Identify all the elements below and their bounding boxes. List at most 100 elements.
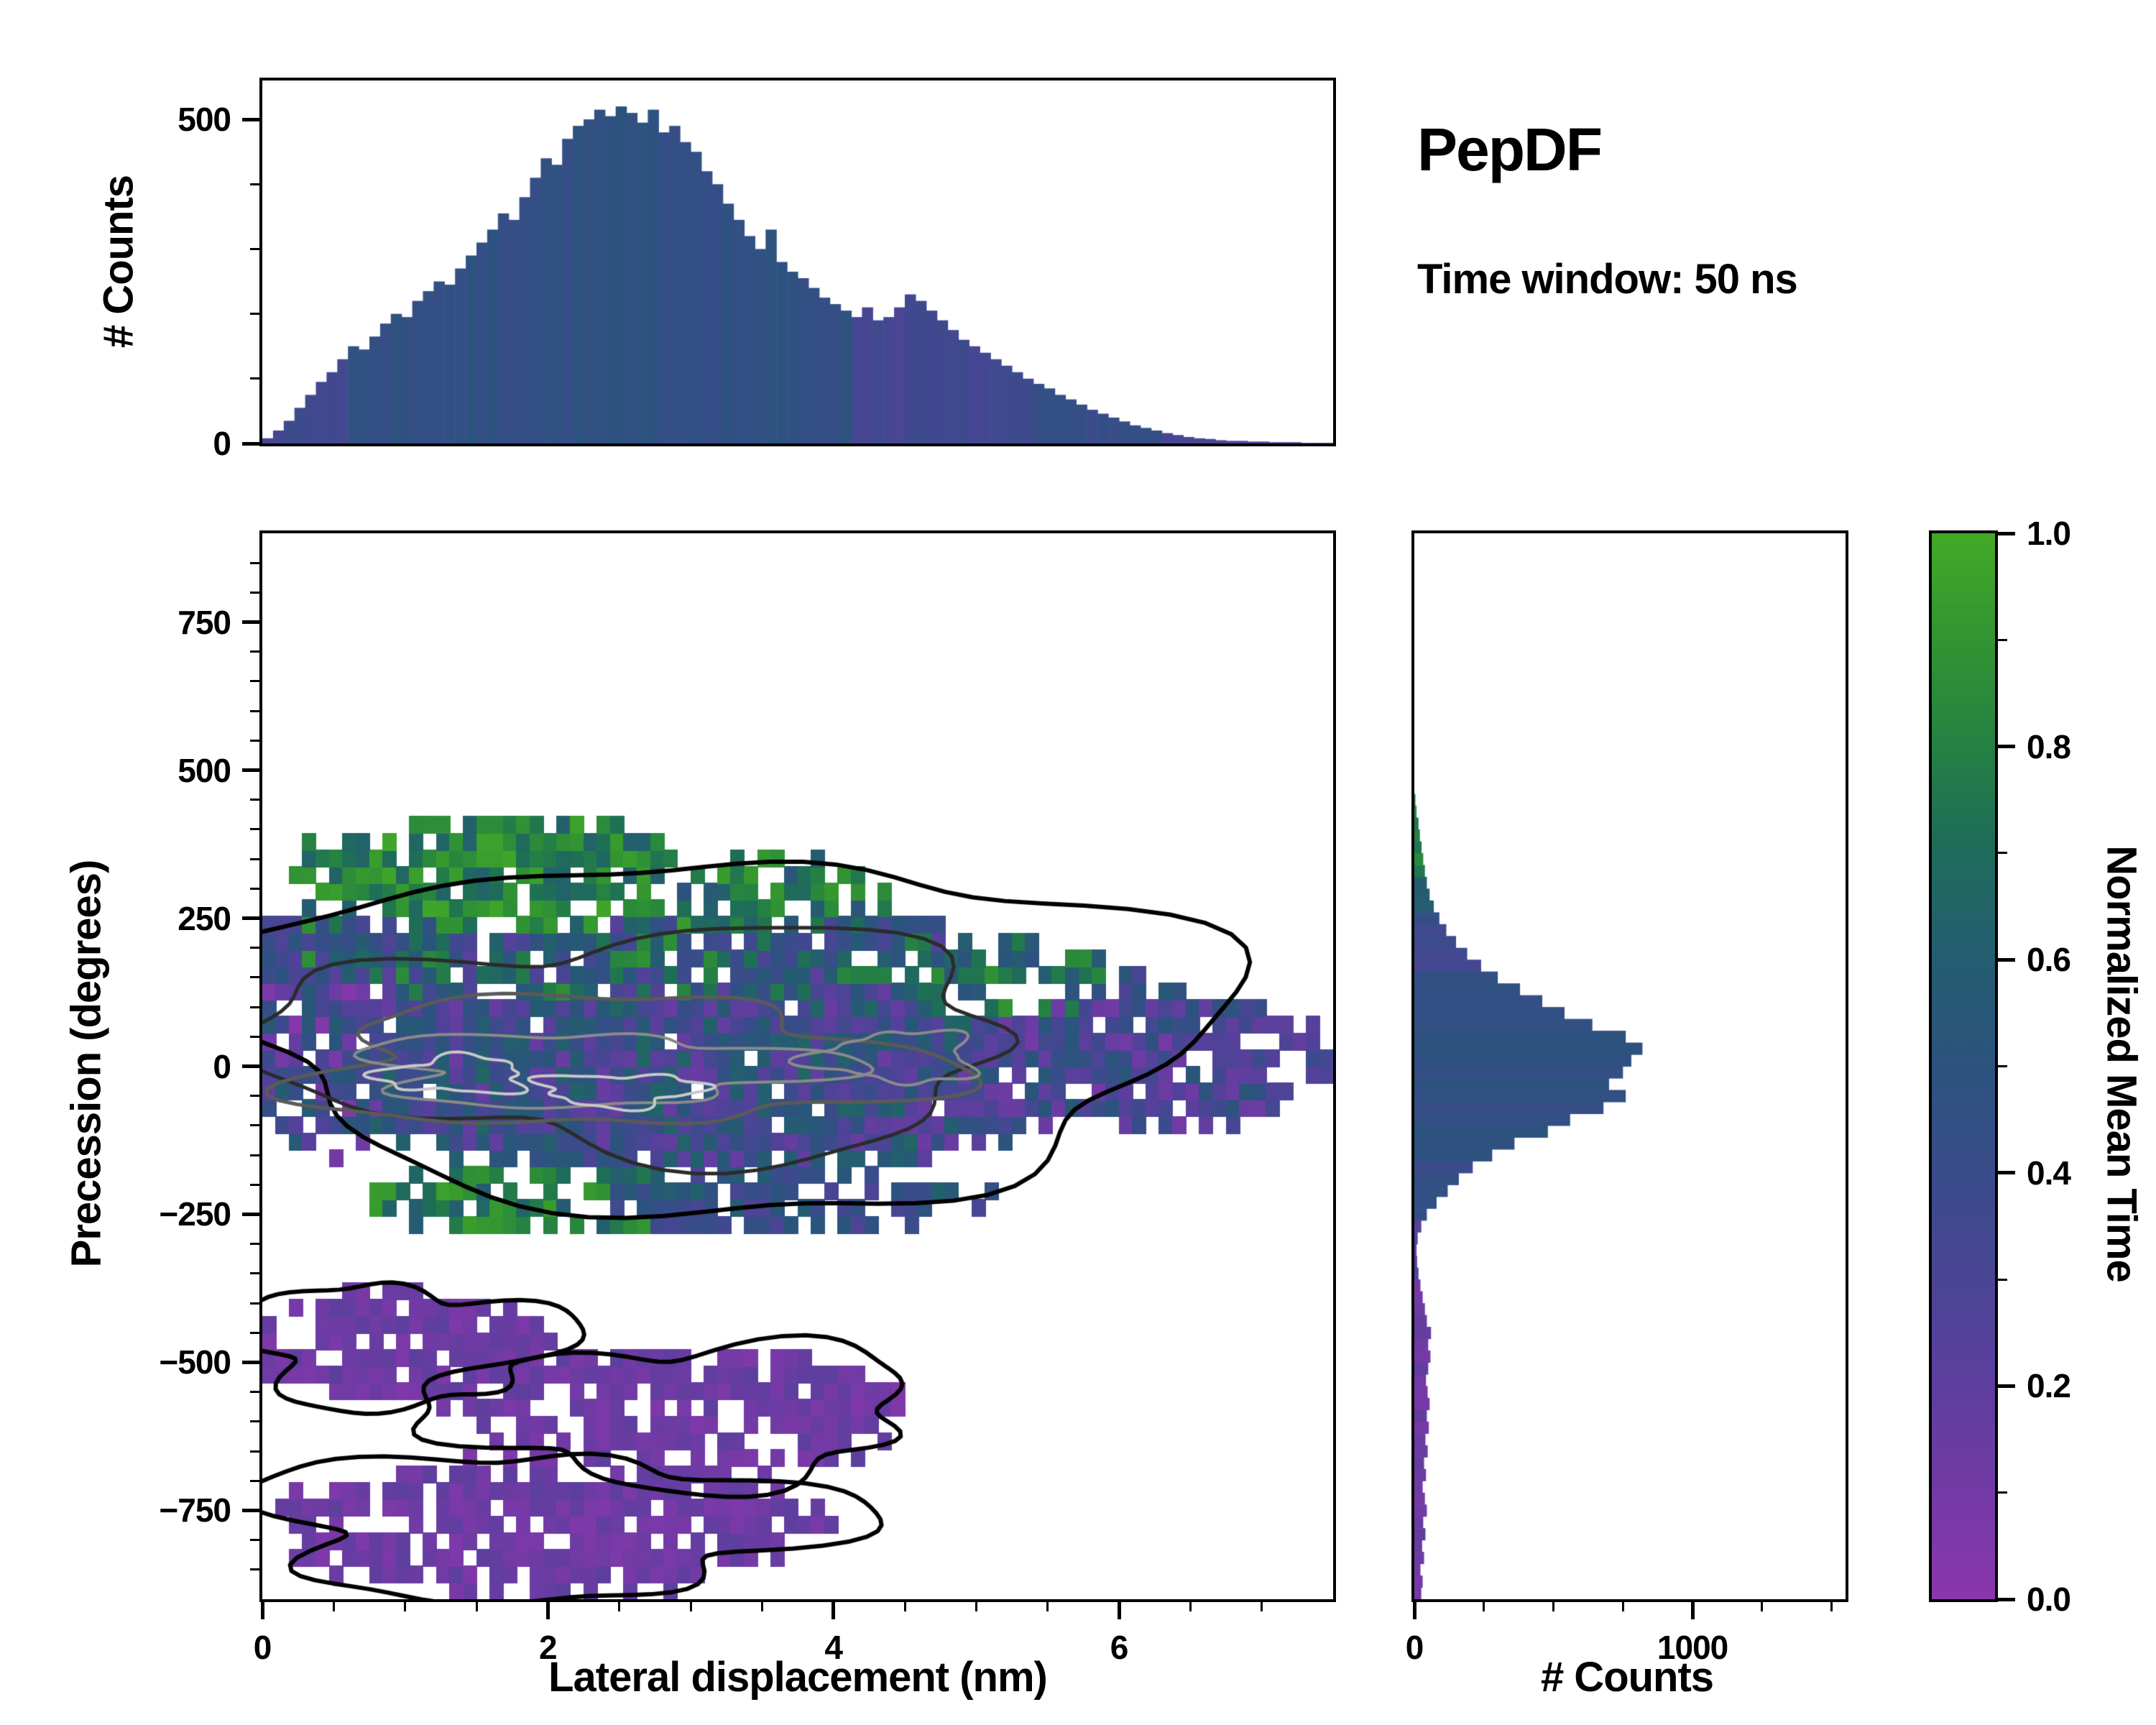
tick-mark: [1761, 1602, 1764, 1611]
tick-label: 250: [178, 899, 231, 937]
tick-mark: [689, 1602, 692, 1611]
tick-label: 1.0: [2027, 515, 2071, 552]
main-xlabel: Lateral displacement (nm): [548, 1654, 1048, 1701]
tick-label: 0: [213, 425, 231, 462]
tick-mark: [250, 1302, 259, 1305]
colorbar-panel: [1929, 530, 1998, 1602]
plot-title: PepDF: [1417, 116, 1603, 183]
tick-mark: [1998, 852, 2007, 855]
tick-mark: [242, 916, 259, 921]
tick-mark: [903, 1602, 906, 1611]
tick-mark: [1552, 1602, 1555, 1611]
tick-mark: [242, 1508, 259, 1512]
tick-mark: [250, 857, 259, 860]
tick-mark: [1998, 638, 2007, 641]
tick-mark: [250, 313, 259, 316]
tick-mark: [250, 1450, 259, 1453]
heatmap-canvas: [262, 533, 1333, 1599]
tick-mark: [332, 1602, 335, 1611]
tick-mark: [250, 739, 259, 742]
tick-label: 6: [1110, 1629, 1129, 1666]
tick-mark: [242, 768, 259, 773]
tick-mark: [250, 1331, 259, 1334]
tick-mark: [404, 1602, 407, 1611]
tick-mark: [250, 1095, 259, 1098]
tick-mark: [242, 441, 259, 446]
tick-label: 0: [213, 1047, 231, 1085]
plot-subtitle: Time window: 50 ns: [1417, 256, 1798, 303]
tick-label: 0: [253, 1629, 272, 1666]
tick-mark: [1998, 1278, 2007, 1281]
tick-mark: [1117, 1602, 1121, 1619]
tick-mark: [975, 1602, 977, 1611]
tick-mark: [250, 1035, 259, 1038]
colorbar-label: Normalized Mean Time: [2098, 845, 2145, 1282]
main-ylabel: Precession (degrees): [63, 860, 110, 1268]
tick-mark: [475, 1602, 478, 1611]
tick-mark: [1621, 1602, 1624, 1611]
right-histogram-canvas: [1414, 533, 1846, 1599]
tick-mark: [1261, 1602, 1263, 1611]
tick-mark: [618, 1602, 621, 1611]
top-ylabel: # Counts: [95, 175, 142, 349]
tick-mark: [250, 1124, 259, 1127]
tick-mark: [250, 947, 259, 949]
tick-mark: [1189, 1602, 1192, 1611]
tick-mark: [250, 1391, 259, 1394]
tick-label: 750: [178, 603, 231, 641]
tick-mark: [1998, 1491, 2007, 1494]
tick-mark: [1998, 1384, 2015, 1388]
tick-mark: [250, 561, 259, 564]
tick-mark: [250, 1568, 259, 1571]
tick-mark: [250, 183, 259, 185]
heatmap-panel: [259, 530, 1336, 1602]
tick-mark: [250, 1006, 259, 1008]
tick-mark: [250, 247, 259, 250]
tick-mark: [242, 117, 259, 121]
tick-label: 500: [178, 101, 231, 139]
right-xlabel: # Counts: [1540, 1654, 1714, 1701]
tick-label: 0.4: [2027, 1154, 2071, 1192]
tick-label: 0.8: [2027, 727, 2071, 765]
tick-mark: [1412, 1602, 1416, 1619]
tick-mark: [250, 976, 259, 979]
tick-mark: [250, 887, 259, 890]
top-histogram-panel: [259, 78, 1336, 446]
tick-mark: [1830, 1602, 1833, 1611]
colorbar-gradient: [1932, 533, 1995, 1599]
tick-mark: [250, 1243, 259, 1246]
tick-label: 2: [539, 1629, 558, 1666]
tick-mark: [760, 1602, 763, 1611]
tick-label: 0.0: [2027, 1581, 2071, 1618]
tick-mark: [1998, 531, 2015, 535]
tick-mark: [250, 377, 259, 380]
tick-mark: [1483, 1602, 1485, 1611]
tick-mark: [1998, 1065, 2007, 1067]
tick-label: −250: [159, 1195, 231, 1233]
tick-label: 0: [1405, 1629, 1424, 1666]
tick-mark: [1998, 1171, 2015, 1175]
right-histogram-panel: [1411, 530, 1848, 1602]
tick-mark: [242, 1064, 259, 1068]
tick-mark: [1690, 1602, 1695, 1619]
tick-mark: [1046, 1602, 1049, 1611]
tick-label: 0.6: [2027, 941, 2071, 979]
tick-mark: [260, 1602, 264, 1619]
tick-mark: [831, 1602, 836, 1619]
tick-label: 1000: [1657, 1629, 1728, 1666]
tick-label: 500: [178, 751, 231, 789]
tick-mark: [250, 799, 259, 801]
tick-mark: [1998, 957, 2015, 962]
tick-mark: [1998, 745, 2015, 749]
tick-label: 0.2: [2027, 1367, 2071, 1405]
tick-mark: [250, 709, 259, 712]
tick-mark: [250, 828, 259, 831]
tick-label: −500: [159, 1343, 231, 1381]
tick-mark: [545, 1602, 550, 1619]
tick-mark: [250, 650, 259, 653]
tick-label: −750: [159, 1491, 231, 1530]
tick-mark: [250, 1154, 259, 1156]
tick-mark: [250, 1420, 259, 1423]
tick-mark: [242, 1360, 259, 1364]
